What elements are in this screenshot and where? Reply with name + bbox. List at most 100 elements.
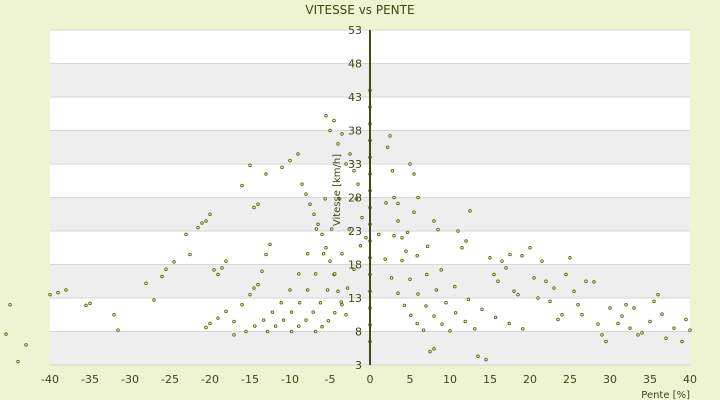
x-tick-label: 0: [367, 373, 374, 386]
data-point: [212, 268, 216, 272]
data-point: [680, 339, 684, 344]
data-point: [416, 195, 420, 200]
data-point: [425, 272, 429, 277]
data-point: [392, 195, 396, 200]
data-point: [304, 318, 308, 322]
data-point: [240, 183, 244, 188]
data-point: [144, 281, 148, 286]
data-point: [425, 244, 430, 249]
data-point: [288, 288, 292, 292]
data-point: [432, 347, 436, 351]
x-tick-label: -15: [241, 373, 259, 386]
data-point: [492, 272, 496, 277]
data-point: [652, 299, 656, 304]
data-point: [204, 219, 208, 223]
data-point: [321, 252, 326, 256]
data-point: [172, 260, 176, 264]
x-tick-label: 10: [443, 373, 457, 386]
data-point: [444, 300, 448, 305]
data-point: [216, 316, 220, 320]
data-point: [496, 279, 500, 284]
data-point: [432, 314, 436, 318]
data-point: [377, 232, 381, 237]
data-point: [48, 292, 52, 297]
data-point: [400, 235, 404, 240]
data-point: [337, 197, 342, 201]
data-point: [416, 292, 420, 296]
x-tick-label: -30: [121, 373, 139, 386]
data-point: [24, 343, 28, 347]
data-point: [564, 272, 568, 277]
x-tick-label: -40: [41, 373, 59, 386]
data-point: [340, 132, 344, 136]
data-point: [289, 310, 294, 314]
y-tick-label: 53: [348, 24, 362, 37]
data-point: [516, 292, 520, 297]
data-point: [314, 227, 319, 231]
data-point: [340, 252, 344, 256]
data-point: [532, 276, 536, 280]
data-point: [548, 299, 552, 304]
data-point: [323, 197, 327, 201]
y-tick-label: 33: [348, 158, 362, 171]
data-point: [336, 142, 340, 146]
data-point: [540, 259, 544, 263]
data-point: [672, 326, 676, 330]
data-point: [325, 288, 330, 292]
data-point: [568, 256, 572, 260]
data-point: [333, 272, 337, 276]
x-tick-label: -20: [201, 373, 219, 386]
data-point: [304, 192, 308, 196]
data-point: [624, 302, 628, 307]
y-tick-label: 48: [348, 58, 362, 71]
data-point: [244, 329, 248, 334]
data-point: [204, 325, 208, 330]
data-point: [324, 114, 328, 118]
data-point: [264, 172, 268, 176]
data-point: [408, 162, 412, 166]
chart-title: VITESSE vs PENTE: [305, 3, 414, 17]
data-point: [297, 300, 302, 305]
data-point: [476, 354, 480, 359]
data-point: [328, 259, 332, 263]
data-point: [439, 268, 443, 272]
data-point: [620, 314, 624, 318]
data-point: [261, 318, 266, 322]
data-point: [4, 332, 8, 336]
data-point: [488, 256, 492, 260]
data-point: [434, 288, 439, 292]
data-point: [448, 329, 452, 333]
x-tick-label: 40: [683, 373, 697, 386]
data-point: [460, 245, 464, 250]
data-point: [424, 304, 428, 308]
y-tick-label: 43: [348, 91, 362, 104]
y-tick-label: 18: [348, 259, 362, 272]
data-point: [412, 172, 416, 176]
data-point: [340, 302, 344, 307]
y-tick-label: 23: [348, 225, 362, 238]
data-point: [253, 324, 257, 328]
data-point: [16, 359, 20, 364]
data-point: [480, 307, 484, 312]
data-point: [320, 325, 324, 329]
data-point: [305, 288, 310, 292]
data-point: [360, 215, 364, 220]
data-point: [536, 296, 540, 300]
data-point: [196, 225, 200, 230]
x-tick-label: 5: [407, 373, 414, 386]
data-point: [616, 321, 620, 326]
x-tick-label: 30: [603, 373, 617, 386]
data-point: [415, 254, 419, 258]
data-point: [252, 286, 256, 290]
data-point: [608, 306, 612, 310]
data-point: [224, 259, 228, 263]
data-point: [600, 333, 604, 337]
data-point: [313, 329, 318, 334]
data-point: [521, 327, 525, 331]
data-point: [552, 286, 556, 290]
data-point: [466, 297, 471, 302]
data-point: [468, 209, 472, 213]
data-point: [456, 229, 460, 233]
data-point: [252, 205, 256, 210]
data-point: [512, 289, 516, 294]
